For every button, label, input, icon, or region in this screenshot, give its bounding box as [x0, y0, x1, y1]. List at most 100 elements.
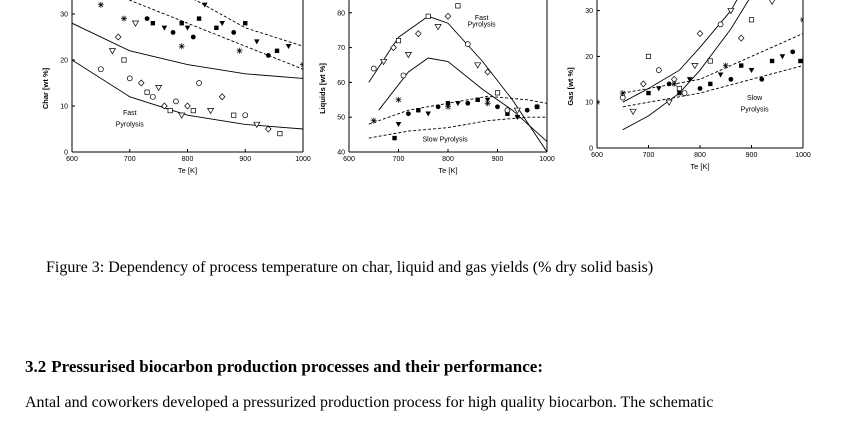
data-point-star — [671, 80, 678, 87]
data-point-filled — [708, 81, 713, 87]
section-paragraph: Antal and coworkers developed a pressuri… — [25, 394, 714, 411]
data-point-filled — [465, 100, 471, 106]
data-point-open — [681, 90, 688, 96]
data-point-open — [504, 107, 511, 114]
solid-fit-curve — [378, 57, 547, 142]
y-tick-label: 70 — [337, 45, 345, 52]
data-point-open — [114, 33, 122, 41]
data-point-filled — [190, 34, 196, 40]
data-point-open — [277, 131, 283, 137]
data-point-open — [691, 63, 699, 70]
data-point-filled — [759, 76, 765, 82]
data-point-filled — [150, 21, 156, 26]
data-point-filled — [484, 97, 491, 103]
data-point-filled — [406, 111, 411, 117]
y-tick-label: 0 — [589, 146, 593, 153]
data-point-open — [748, 17, 755, 23]
data-point-open — [727, 8, 735, 15]
solid-fit-curve — [72, 22, 303, 79]
data-point-filled — [769, 58, 775, 64]
data-point-filled — [170, 30, 176, 35]
y-tick-label: 10 — [585, 100, 593, 107]
y-tick-label: 80 — [337, 10, 345, 17]
y-tick-label: 50 — [337, 115, 345, 122]
chart-panel-2: 600 700 800 900 1000 40 50 60 70 80 Te [K] Liquids … — [318, 0, 555, 175]
data-point-open — [513, 107, 521, 114]
data-point-filled — [728, 76, 734, 82]
data-point-open — [108, 48, 117, 55]
data-point-open — [190, 108, 196, 114]
data-point-filled — [739, 63, 744, 68]
data-point-star — [597, 99, 600, 106]
x-tick-label: 1000 — [539, 156, 555, 163]
data-point-star — [395, 96, 402, 103]
chart-annotation: Slow — [747, 95, 763, 102]
dashed-fit-curve — [194, 0, 303, 47]
y-tick-label: 60 — [337, 80, 345, 87]
data-point-open — [390, 44, 397, 52]
data-point-open — [253, 121, 261, 129]
plot-area — [368, 3, 547, 152]
y-tick-label: 20 — [585, 54, 593, 61]
data-point-filled — [395, 121, 402, 127]
data-point-open — [231, 112, 237, 118]
dashed-fit-curve — [622, 65, 803, 108]
data-point-filled — [445, 101, 451, 106]
data-point-filled — [179, 21, 184, 26]
y-axis-label: Liquids [wt %] — [318, 63, 327, 114]
data-point-filled — [666, 81, 672, 87]
data-point-open — [640, 80, 647, 88]
data-point-open — [474, 62, 482, 69]
y-tick-label: 40 — [337, 150, 345, 157]
data-point-filled — [475, 97, 480, 102]
data-point-open — [144, 89, 150, 95]
data-point-filled — [656, 86, 662, 92]
solid-fit-curve — [622, 0, 750, 131]
data-point-star — [300, 61, 303, 68]
data-point-filled — [717, 72, 724, 78]
data-point-filled — [219, 21, 225, 26]
solid-fit-curve — [368, 15, 547, 152]
x-tick-label: 900 — [239, 156, 251, 163]
data-point-open — [464, 41, 471, 47]
data-point-filled — [161, 25, 168, 31]
chart-panel-1: 600 700 800 900 1000 0 10 20 30 Te [K] Char [wt %]… — [41, 0, 311, 175]
data-point-open — [676, 85, 682, 92]
data-point-filled — [285, 44, 292, 49]
data-point-filled — [416, 108, 421, 113]
section-title: Pressurised biocarbon production process… — [51, 357, 543, 376]
data-point-open — [400, 72, 407, 79]
x-axis-label: Te [K] — [438, 166, 457, 175]
data-point-open — [395, 38, 402, 44]
data-point-open — [494, 90, 501, 96]
x-tick-label: 600 — [343, 156, 355, 163]
data-point-open — [717, 21, 724, 28]
y-tick-label: 30 — [585, 8, 593, 15]
data-point-open — [707, 58, 713, 64]
y-tick-label: 10 — [60, 104, 68, 111]
data-point-star — [619, 90, 626, 97]
data-point-filled — [495, 104, 500, 110]
data-point-star — [800, 16, 803, 23]
chart-annotation: Fast — [475, 15, 489, 22]
y-tick-label: 0 — [64, 150, 68, 157]
y-tick-label: 20 — [60, 58, 68, 65]
data-point-filled — [214, 25, 219, 30]
x-tick-label: 900 — [746, 152, 758, 159]
data-point-filled — [514, 115, 521, 120]
data-point-filled — [646, 90, 651, 96]
chart-annotation: Fast — [123, 110, 137, 117]
data-point-star — [722, 62, 729, 69]
y-axis-label: Char [wt %] — [41, 67, 50, 109]
x-axis-label: Te [K] — [178, 166, 197, 175]
data-point-filled — [798, 58, 803, 64]
chart-annotation: Pyrolysis — [468, 22, 497, 29]
x-tick-label: 700 — [643, 152, 655, 159]
data-point-open — [206, 108, 215, 115]
data-point-open — [370, 65, 377, 72]
data-point-filled — [505, 111, 510, 116]
data-point-filled — [779, 54, 786, 60]
data-point-star — [370, 117, 377, 124]
data-point-filled — [202, 2, 208, 8]
data-point-filled — [425, 111, 431, 117]
